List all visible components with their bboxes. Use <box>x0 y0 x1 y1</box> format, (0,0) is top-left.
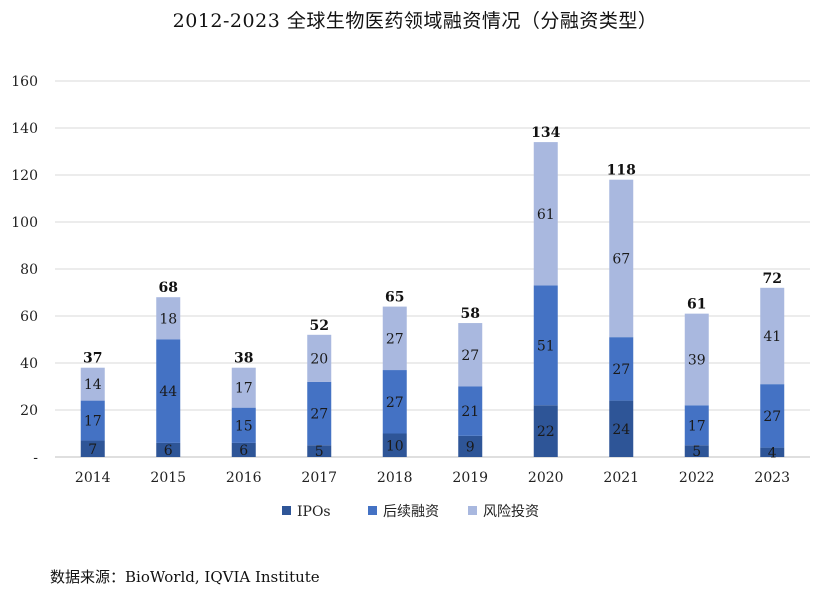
bar-segment <box>80 367 105 401</box>
bar-segment <box>458 386 483 436</box>
x-tick-label: 2017 <box>301 470 337 486</box>
segment-value-label: 10 <box>386 438 404 454</box>
segment-value-label: 17 <box>235 381 253 397</box>
y-tick-label: 40 <box>20 356 38 372</box>
segment-value-label: 27 <box>461 348 479 364</box>
bar-segment <box>307 334 332 382</box>
total-value-label: 68 <box>159 280 178 296</box>
y-tick-label: 60 <box>20 309 38 325</box>
bar-segment <box>609 400 634 457</box>
segment-value-label: 41 <box>763 329 781 345</box>
bar-segment <box>684 445 709 457</box>
total-value-label: 65 <box>385 290 404 306</box>
segment-value-label: 9 <box>466 439 475 455</box>
segment-value-label: 27 <box>386 395 404 411</box>
total-value-label: 134 <box>531 125 560 141</box>
bar-segment <box>533 405 558 457</box>
segment-value-label: 27 <box>763 409 781 425</box>
legend-label: IPOs <box>297 504 331 520</box>
bar-segment <box>231 407 256 443</box>
segment-value-label: 6 <box>164 443 173 459</box>
y-tick-label: 160 <box>11 74 38 90</box>
segment-value-label: 20 <box>310 351 328 367</box>
segment-value-label: 18 <box>159 311 177 327</box>
y-tick-label: 80 <box>20 262 38 278</box>
y-tick-label: 20 <box>20 403 38 419</box>
chart-plot: 7171437644186861517385272052102727659212… <box>11 74 810 520</box>
segment-value-label: 14 <box>84 377 102 393</box>
x-tick-label: 2015 <box>150 470 186 486</box>
x-tick-label: 2022 <box>679 470 715 486</box>
bar-segment <box>533 285 558 406</box>
segment-value-label: 4 <box>768 445 777 461</box>
segment-value-label: 17 <box>688 418 706 434</box>
total-value-label: 52 <box>310 318 329 334</box>
bar-segment <box>458 435 483 457</box>
segment-value-label: 51 <box>537 338 555 354</box>
segment-value-label: 7 <box>88 442 97 458</box>
bar-segment <box>156 339 181 443</box>
bar-segment <box>760 384 785 448</box>
x-tick-label: 2021 <box>603 470 639 486</box>
y-tick-label: - <box>33 450 38 466</box>
segment-value-label: 22 <box>537 424 555 440</box>
bar-segment <box>760 447 785 457</box>
bar-segment <box>684 405 709 446</box>
segment-value-label: 27 <box>612 362 630 378</box>
x-tick-label: 2016 <box>226 470 262 486</box>
bar-segment <box>231 367 256 408</box>
bar-segment <box>609 337 634 401</box>
legend-swatch <box>368 506 377 515</box>
legend-label: 后续融资 <box>383 503 439 520</box>
total-value-label: 37 <box>83 351 102 367</box>
bar-segment <box>80 440 105 457</box>
bar-segment <box>307 445 332 457</box>
y-tick-label: 120 <box>11 168 38 184</box>
bar-segment <box>156 297 181 340</box>
total-value-label: 61 <box>687 297 706 313</box>
x-tick-label: 2019 <box>452 470 488 486</box>
bar-segment <box>231 442 256 457</box>
bar-segment <box>760 287 785 385</box>
segment-value-label: 27 <box>310 407 328 423</box>
bar-segment <box>533 142 558 286</box>
bar-segment <box>382 370 407 434</box>
segment-value-label: 21 <box>461 404 479 420</box>
segment-value-label: 44 <box>159 384 177 400</box>
total-value-label: 58 <box>461 306 480 322</box>
segment-value-label: 24 <box>612 422 630 438</box>
total-value-label: 72 <box>763 271 782 287</box>
total-value-label: 118 <box>607 163 636 179</box>
segment-value-label: 6 <box>239 443 248 459</box>
bar-segment <box>684 313 709 406</box>
legend-swatch <box>468 506 477 515</box>
bar-segment <box>382 306 407 371</box>
chart-title: 2012-2023 全球生物医药领域融资情况（分融资类型） <box>172 10 658 32</box>
bar-segment <box>307 381 332 446</box>
x-tick-label: 2018 <box>377 470 413 486</box>
bar-segment <box>609 179 634 338</box>
bar-segment <box>80 400 105 441</box>
segment-value-label: 39 <box>688 352 706 368</box>
bar-segment <box>382 433 407 457</box>
segment-value-label: 61 <box>537 207 555 223</box>
total-value-label: 38 <box>234 351 253 367</box>
y-tick-label: 140 <box>11 121 38 137</box>
legend-label: 风险投资 <box>483 504 539 520</box>
data-source-note: 数据来源：BioWorld, IQVIA Institute <box>50 568 320 586</box>
segment-value-label: 17 <box>84 414 102 430</box>
y-tick-label: 100 <box>11 215 38 231</box>
bar-segment <box>156 442 181 457</box>
segment-value-label: 5 <box>692 444 701 460</box>
legend-swatch <box>282 506 291 515</box>
x-tick-label: 2023 <box>754 470 790 486</box>
segment-value-label: 27 <box>386 331 404 347</box>
x-tick-label: 2020 <box>528 470 564 486</box>
segment-value-label: 15 <box>235 418 253 434</box>
bar-segment <box>458 323 483 387</box>
segment-value-label: 5 <box>315 444 324 460</box>
x-tick-label: 2014 <box>75 470 111 486</box>
segment-value-label: 67 <box>612 251 630 267</box>
